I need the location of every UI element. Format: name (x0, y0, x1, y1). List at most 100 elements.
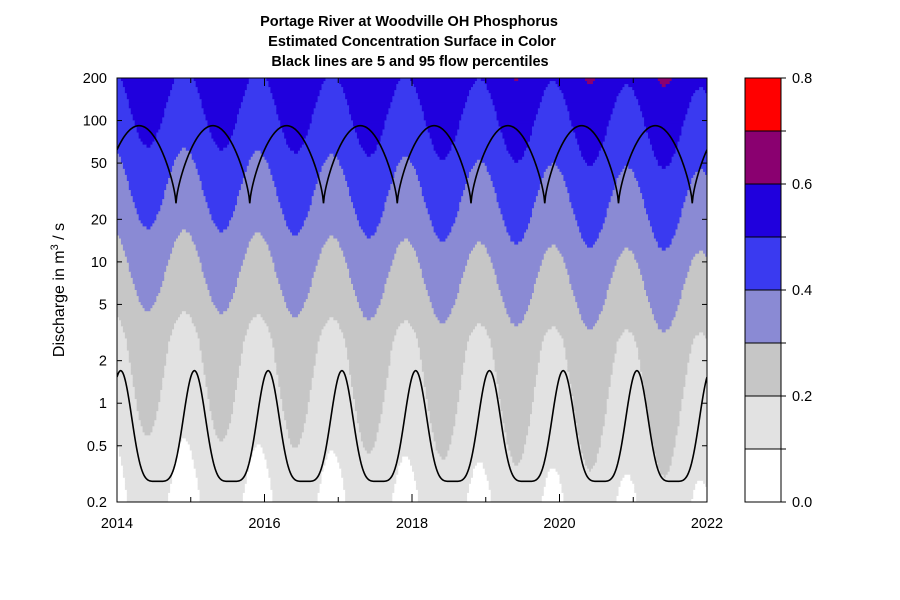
surface-cell (447, 235, 511, 240)
surface-cell (447, 153, 511, 158)
surface-cell (144, 308, 152, 312)
surface-cell (412, 326, 476, 330)
surface-cell (592, 162, 659, 167)
surface-cell (286, 426, 305, 430)
surface-cell (117, 180, 130, 185)
surface-cell (685, 377, 707, 382)
surface-cell (467, 99, 494, 103)
surface-cell (124, 250, 173, 255)
surface-cell (170, 338, 201, 343)
surface-cell (646, 129, 683, 134)
surface-cell (354, 405, 384, 409)
surface-cell (518, 323, 586, 327)
surface-cell (498, 123, 535, 128)
surface-cell (286, 220, 305, 224)
surface-cell (315, 102, 348, 106)
surface-cell (236, 377, 279, 382)
surface-cell (150, 308, 218, 312)
surface-cell (488, 486, 545, 491)
surface-cell (170, 253, 199, 258)
surface-cell (388, 111, 425, 115)
surface-cell (500, 405, 533, 409)
surface-cell (526, 229, 580, 234)
surface-cell (651, 435, 677, 439)
surface-cell (356, 299, 382, 303)
surface-cell (117, 329, 124, 333)
surface-cell (174, 244, 197, 249)
surface-cell (118, 447, 179, 452)
surface-cell (345, 259, 393, 264)
surface-cell (581, 314, 600, 318)
surface-cell (339, 323, 401, 327)
surface-cell (665, 84, 707, 88)
surface-cell (494, 271, 539, 276)
surface-cell (136, 405, 159, 409)
surface-cell (126, 96, 169, 100)
surface-cell (498, 205, 535, 209)
surface-cell (400, 323, 411, 327)
surface-cell (349, 368, 389, 373)
surface-cell (549, 81, 557, 85)
surface-cell (687, 108, 707, 112)
surface-cell (274, 180, 319, 185)
surface-cell (160, 126, 211, 131)
surface-cell (638, 184, 690, 188)
surface-cell (117, 486, 126, 491)
surface-cell (508, 314, 525, 318)
surface-cell (408, 456, 443, 461)
surface-cell (325, 459, 338, 464)
surface-cell (299, 441, 364, 446)
surface-cell (276, 190, 315, 194)
surface-cell (260, 444, 293, 449)
surface-cell (575, 417, 606, 421)
surface-cell (117, 477, 126, 482)
surface-cell (164, 371, 205, 376)
surface-cell (653, 447, 675, 452)
surface-cell (311, 196, 352, 200)
surface-cell (191, 317, 254, 321)
surface-cell (170, 256, 201, 261)
surface-cell (303, 305, 360, 309)
surface-cell (122, 465, 175, 470)
surface-cell (457, 402, 502, 406)
surface-cell (622, 87, 633, 91)
surface-cell (671, 320, 707, 324)
surface-cell (618, 486, 635, 491)
surface-cell (547, 84, 559, 88)
surface-cell (164, 111, 205, 115)
surface-cell (651, 229, 677, 234)
surface-cell (539, 359, 568, 364)
flow-percentile-95-path (117, 124, 707, 204)
surface-cell (616, 259, 637, 264)
surface-cell (465, 184, 494, 188)
surface-cell (573, 408, 608, 412)
surface-cell (117, 117, 134, 121)
surface-cell (315, 184, 348, 188)
surface-cell (250, 320, 266, 324)
surface-cell (693, 174, 707, 179)
surface-cell (209, 129, 234, 134)
surface-cell (537, 111, 570, 115)
surface-cell (307, 214, 358, 218)
surface-cell (219, 438, 224, 443)
surface-cell (669, 81, 707, 85)
surface-cell (203, 271, 240, 276)
surface-cell (415, 483, 470, 488)
surface-cell (240, 265, 275, 270)
surface-cell (128, 265, 167, 270)
surface-cell (238, 365, 277, 370)
surface-cell (510, 450, 525, 455)
surface-cell (671, 238, 707, 243)
surface-cell (437, 153, 448, 158)
surface-cell (191, 153, 254, 158)
surface-cell (168, 495, 201, 500)
surface-cell (207, 205, 236, 209)
surface-cell (179, 314, 191, 318)
surface-cell (581, 232, 600, 237)
surface-cell (270, 480, 323, 485)
surface-cell (366, 235, 372, 240)
surface-cell (126, 93, 171, 97)
surface-cell (606, 211, 647, 215)
surface-cell (351, 114, 388, 118)
surface-cell (412, 81, 476, 85)
